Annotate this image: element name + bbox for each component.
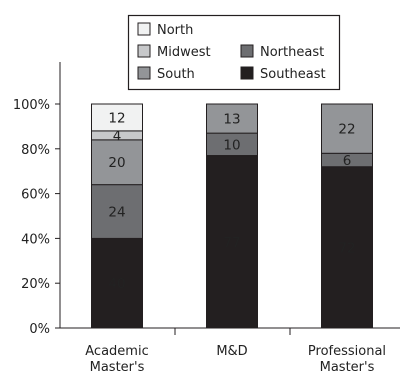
legend-label: Midwest (157, 45, 211, 60)
legend-label: Southeast (260, 67, 326, 82)
bars (91, 103, 373, 329)
data-label: 13 (223, 112, 240, 128)
bar-segment (206, 155, 258, 329)
legend-swatch (240, 44, 254, 58)
data-label: 77 (223, 235, 240, 251)
data-label: 6 (343, 153, 352, 169)
bar-segment (91, 139, 143, 186)
legend-frame (127, 14, 341, 91)
data-label: 72 (338, 240, 355, 256)
x-category-label: Professional (308, 344, 386, 359)
y-tick-label: 60% (21, 188, 50, 203)
bar-segment (321, 103, 373, 154)
legend-swatch (240, 66, 254, 80)
x-category-label: Master's (320, 360, 375, 375)
legend-label: Northeast (260, 45, 324, 60)
y-tick-label: 0% (29, 322, 50, 337)
x-category-label: Master's (90, 360, 145, 375)
y-tick-label: 40% (21, 232, 50, 247)
y-tick-label: 20% (21, 277, 50, 292)
data-label: 24 (108, 205, 125, 221)
legend-swatch (137, 22, 151, 36)
data-label: 22 (338, 122, 355, 138)
legend-swatch (137, 66, 151, 80)
legend-label: South (157, 67, 195, 82)
y-tick-label: 80% (21, 143, 50, 158)
legend-label: North (157, 23, 193, 38)
bar-segment (206, 103, 258, 134)
data-label: 10 (223, 137, 240, 153)
legend-swatch (137, 44, 151, 58)
y-tick-label: 100% (13, 98, 50, 113)
x-category-label: M&D (216, 344, 247, 359)
bar-segment (91, 237, 143, 329)
legend: North Midwest Northeast South Southeast (127, 14, 341, 91)
x-category-label: Academic (85, 344, 148, 359)
data-label: 20 (108, 155, 125, 171)
data-label: 12 (108, 110, 125, 126)
data-label: 40 (108, 276, 125, 292)
bar-segment (91, 103, 143, 132)
value-labels: 40 24 20 4 12 77 10 13 72 6 22 (108, 110, 355, 292)
data-label: 4 (113, 128, 122, 144)
